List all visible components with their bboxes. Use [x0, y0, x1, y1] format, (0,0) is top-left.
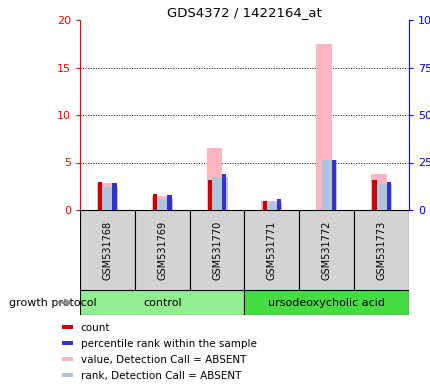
Bar — [244, 210, 299, 290]
Bar — [151, 196, 167, 210]
Text: GSM531773: GSM531773 — [376, 220, 386, 280]
Bar — [376, 184, 391, 210]
Bar — [62, 373, 73, 377]
Bar — [261, 200, 276, 210]
Bar — [207, 180, 212, 210]
Bar — [102, 187, 117, 210]
Bar — [221, 174, 226, 210]
Bar — [206, 148, 221, 210]
Bar — [262, 200, 266, 210]
Bar — [80, 210, 135, 290]
Bar — [62, 325, 73, 329]
Bar — [321, 160, 336, 210]
Text: percentile rank within the sample: percentile rank within the sample — [80, 339, 256, 349]
Bar — [316, 44, 331, 210]
Bar — [353, 210, 408, 290]
Bar — [98, 182, 102, 210]
Title: GDS4372 / 1422164_at: GDS4372 / 1422164_at — [167, 6, 321, 19]
Bar — [62, 341, 73, 345]
Bar — [189, 210, 244, 290]
Text: rank, Detection Call = ABSENT: rank, Detection Call = ABSENT — [80, 371, 240, 381]
Bar — [244, 290, 408, 315]
Bar — [135, 210, 189, 290]
Bar — [153, 194, 157, 210]
Text: GSM531771: GSM531771 — [266, 220, 276, 280]
Bar — [62, 357, 73, 361]
Text: growth protocol: growth protocol — [9, 298, 96, 308]
Text: count: count — [80, 323, 110, 333]
Bar — [372, 180, 376, 210]
Bar — [167, 195, 171, 210]
Text: GSM531772: GSM531772 — [321, 220, 331, 280]
Text: GSM531768: GSM531768 — [102, 220, 112, 280]
Text: ursodeoxycholic acid: ursodeoxycholic acid — [267, 298, 384, 308]
Text: control: control — [143, 298, 181, 308]
Bar — [386, 182, 390, 210]
Bar — [80, 290, 244, 315]
Bar — [212, 177, 227, 210]
Text: GSM531770: GSM531770 — [212, 220, 221, 280]
Bar — [331, 160, 335, 210]
Bar — [97, 184, 112, 210]
Bar — [370, 174, 386, 210]
Text: value, Detection Call = ABSENT: value, Detection Call = ABSENT — [80, 355, 246, 365]
Bar — [112, 184, 117, 210]
Bar — [157, 199, 172, 210]
Text: GSM531769: GSM531769 — [157, 220, 167, 280]
Bar — [299, 210, 353, 290]
Bar — [266, 202, 282, 210]
Bar — [276, 199, 281, 210]
